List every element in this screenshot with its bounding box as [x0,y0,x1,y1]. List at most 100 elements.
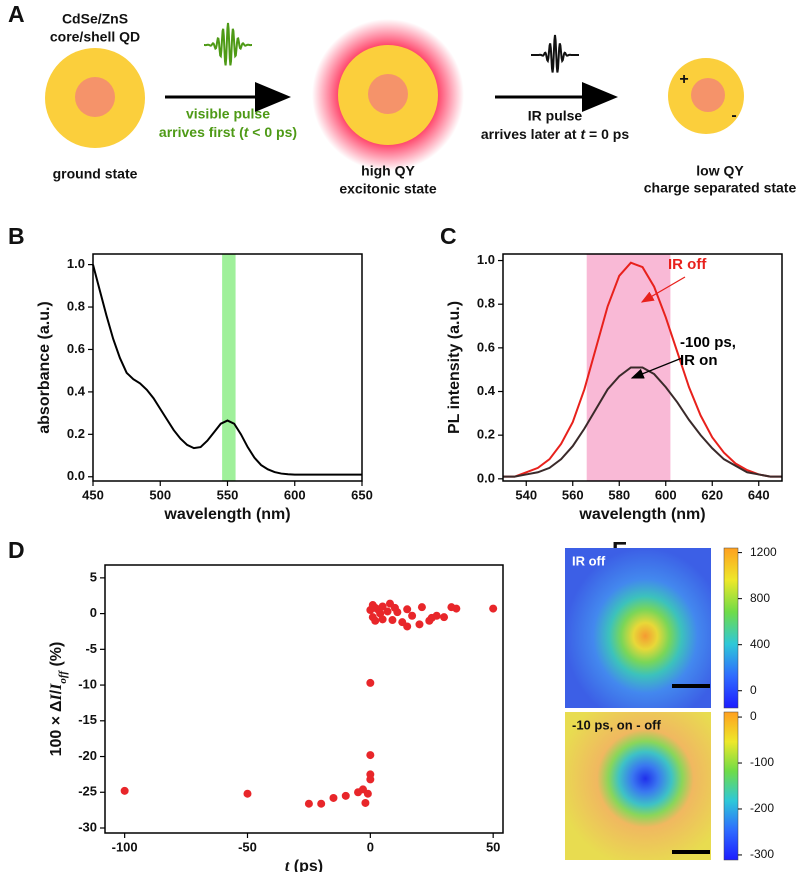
x-tick-label: 600 [655,487,677,502]
data-point [329,793,338,802]
schematic-text: IR pulse [528,108,583,124]
x-tick-label: -100 [112,839,138,854]
colorbar-label: 0 [750,709,757,723]
colorbar [723,547,739,709]
schematic-text: ground state [53,166,138,182]
schematic-text: arrives later at t = 0 ps [481,126,629,142]
data-point [415,620,424,629]
y-tick-label: 0 [90,605,97,620]
panel-label: C [440,223,457,249]
data-point [361,798,370,807]
qd-core [691,78,725,112]
x-tick-label: 560 [562,487,584,502]
y-tick-label: 1.0 [67,256,85,271]
y-tick-label: -25 [78,784,97,799]
text-part: t [244,124,250,140]
data-point [440,613,449,622]
data-point [388,616,397,625]
text-part: arrives later at [481,126,581,142]
x-tick-label: 450 [82,487,104,502]
y-tick-label: 0.2 [67,426,85,441]
heatmap-label: -10 ps, on - off [572,717,662,732]
x-tick-label: 0 [367,839,374,854]
data-point [120,786,129,795]
text-part: off [57,670,69,684]
annotation-arrow [640,276,686,303]
x-tick-label: 50 [486,839,500,854]
colorbar-label: -100 [750,755,774,769]
colorbar-label: -200 [750,801,774,815]
axis-title: 100 × ΔI/Ioff (%) [48,642,69,757]
data-point [393,608,402,617]
text-part: t [580,126,586,142]
data-point [417,603,426,612]
plot-frame [104,564,504,834]
data-point [366,678,375,687]
qd-core [75,77,115,117]
qd-core [368,74,408,114]
data-point [243,789,252,798]
schematic-text: arrives first (t < 0 ps) [159,124,297,140]
text-part: < 0 ps) [248,124,297,140]
y-tick-label: 5 [90,569,97,584]
text-part: = 0 ps [585,126,629,142]
x-tick-label: 580 [608,487,630,502]
plot-frame [502,253,783,482]
y-tick-label: 0.6 [477,339,495,354]
panel-label: D [8,537,25,563]
y-tick-label: -20 [78,748,97,763]
x-tick-label: 640 [748,487,770,502]
axis-title: PL intensity (a.u.) [446,301,463,434]
charge: + [679,71,688,88]
schematic-text: visible pulse [186,106,270,122]
y-tick-label: -15 [78,712,97,727]
data-point [366,751,375,760]
colorbar-label: 400 [750,637,770,651]
data-point [341,791,350,800]
x-tick-label: 600 [284,487,306,502]
y-tick-label: -5 [85,641,97,656]
data-line [92,264,362,476]
data-point [489,604,498,613]
schematic-text: CdSe/ZnS [62,11,128,27]
colorbar-label: 1200 [750,545,777,559]
pulse [204,22,252,66]
data-point [403,605,412,614]
axis-title: t (ps) [285,858,323,872]
y-tick-label: -30 [78,819,97,834]
text-part: arrives first ( [159,124,244,140]
schematic-text: low QY [696,163,744,179]
text-part: t [285,858,290,872]
data-point [304,799,313,808]
y-tick-label: 0.4 [67,383,86,398]
x-tick-label: 620 [701,487,723,502]
y-tick-label: 0.0 [67,468,85,483]
x-tick-label: 500 [149,487,171,502]
panel-label: B [8,223,25,249]
heatmap-image [565,548,711,708]
x-tick-label: 540 [515,487,537,502]
colorbar-label: 0 [750,683,757,697]
annotation-arrow [630,357,683,379]
y-tick-label: 1.0 [477,252,495,267]
heatmap-image [565,712,711,860]
schematic-text: high QY [361,163,415,179]
panel-label: A [8,1,25,27]
colorbar-label: 800 [750,591,770,605]
data-point [363,789,372,798]
axis-title: wavelength (nm) [578,506,705,523]
text-part: (%) [48,642,65,671]
text-part: I [48,694,65,702]
data-point [403,622,412,631]
colorbar-label: -300 [750,847,774,861]
pulse [531,34,579,73]
data-point [317,799,326,808]
data-point [371,616,380,625]
data-point [452,604,461,613]
y-tick-label: 0.8 [477,296,495,311]
y-tick-label: 0.4 [477,383,496,398]
colorbar [723,711,739,861]
axis-title: wavelength (nm) [163,506,290,523]
